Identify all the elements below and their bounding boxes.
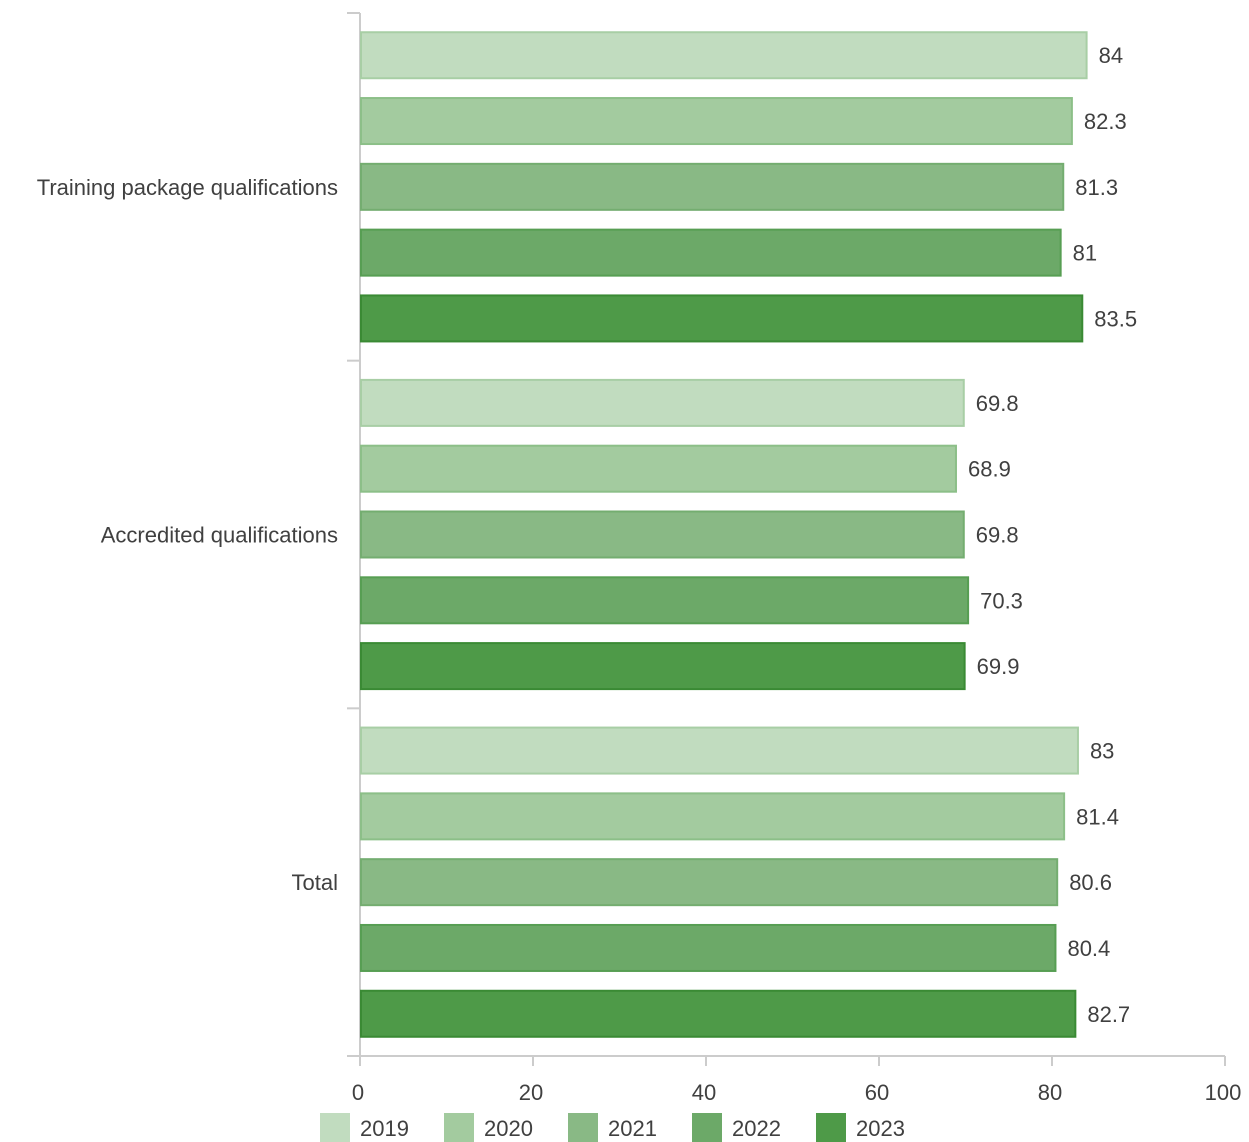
- x-tick-label: 60: [865, 1080, 889, 1105]
- category-label: Total: [292, 870, 338, 895]
- data-label: 83.5: [1094, 306, 1137, 331]
- x-tick-label: 0: [352, 1080, 364, 1105]
- legend-item[interactable]: 2021: [568, 1113, 657, 1142]
- bar[interactable]: [360, 510, 965, 559]
- legend-swatch: [444, 1113, 474, 1142]
- bar[interactable]: [360, 97, 1073, 146]
- data-label: 83: [1090, 739, 1114, 764]
- legend-label: 2020: [484, 1116, 533, 1141]
- x-tick-label: 80: [1038, 1080, 1062, 1105]
- legend-label: 2019: [360, 1116, 409, 1141]
- legend-swatch: [816, 1113, 846, 1142]
- data-label: 69.8: [976, 391, 1019, 416]
- data-label: 80.4: [1067, 936, 1110, 961]
- data-label: 81: [1073, 241, 1097, 266]
- legend-item[interactable]: 2023: [816, 1113, 905, 1142]
- bar[interactable]: [360, 378, 965, 427]
- legend-label: 2023: [856, 1116, 905, 1141]
- legend-item[interactable]: 2022: [692, 1113, 781, 1142]
- legend-swatch: [320, 1113, 350, 1142]
- bar[interactable]: [360, 989, 1077, 1038]
- legend-swatch: [692, 1113, 722, 1142]
- x-tick-label: 20: [519, 1080, 543, 1105]
- data-label: 82.7: [1087, 1002, 1130, 1027]
- x-tick-label: 40: [692, 1080, 716, 1105]
- data-label: 70.3: [980, 588, 1023, 613]
- legend-label: 2022: [732, 1116, 781, 1141]
- data-label: 69.9: [977, 654, 1020, 679]
- data-label: 81.3: [1075, 175, 1118, 200]
- bar[interactable]: [360, 642, 966, 691]
- legend-label: 2021: [608, 1116, 657, 1141]
- legend-swatch: [568, 1113, 598, 1142]
- data-label: 68.9: [968, 457, 1011, 482]
- data-label: 80.6: [1069, 870, 1112, 895]
- bar[interactable]: [360, 792, 1066, 841]
- bar[interactable]: [360, 858, 1059, 907]
- bar[interactable]: [360, 576, 970, 625]
- bar[interactable]: [360, 228, 1062, 277]
- category-label: Accredited qualifications: [101, 523, 338, 548]
- data-label: 84: [1099, 43, 1123, 68]
- bar[interactable]: [360, 294, 1084, 343]
- bar[interactable]: [360, 726, 1079, 775]
- data-label: 82.3: [1084, 109, 1127, 134]
- bar[interactable]: [360, 923, 1057, 972]
- data-label: 81.4: [1076, 804, 1119, 829]
- legend-item[interactable]: 2020: [444, 1113, 533, 1142]
- bar[interactable]: [360, 31, 1088, 80]
- bar[interactable]: [360, 162, 1065, 211]
- category-label: Training package qualifications: [37, 175, 338, 200]
- legend-item[interactable]: 2019: [320, 1113, 409, 1142]
- bar[interactable]: [360, 444, 957, 493]
- data-label: 69.8: [976, 523, 1019, 548]
- x-tick-label: 100: [1205, 1080, 1242, 1105]
